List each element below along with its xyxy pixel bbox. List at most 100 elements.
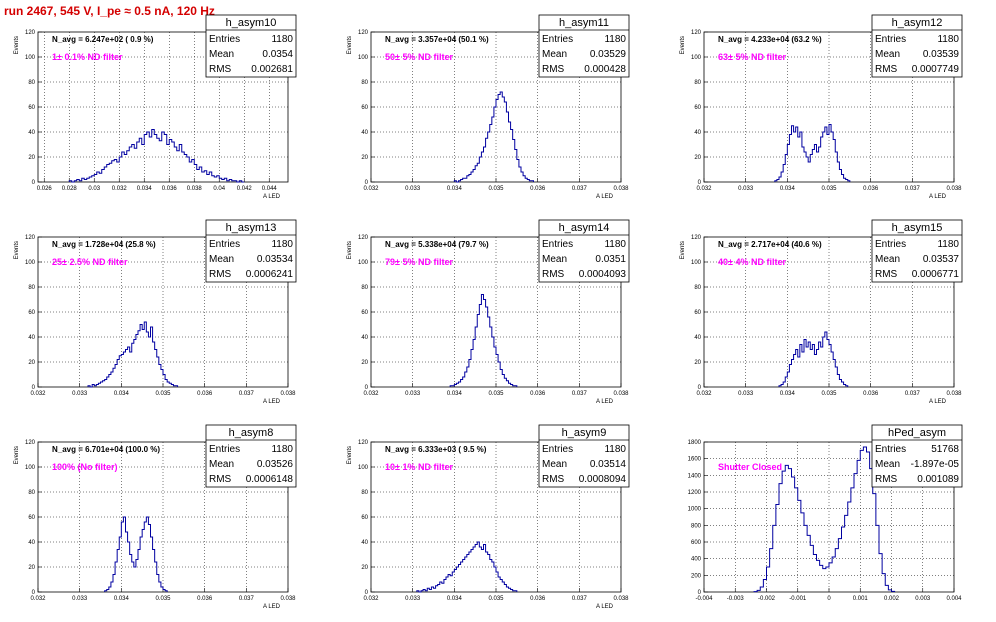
stats-row-value: 1180 [604, 34, 626, 45]
stats-row-label: Entries [875, 444, 906, 455]
histogram-series [104, 516, 168, 592]
x-tick-label: 0.026 [37, 186, 53, 192]
x-tick-label: 0.042 [237, 186, 253, 192]
y-tick-label: 60 [361, 515, 368, 521]
filter-label: Shutter Closed [718, 462, 782, 472]
stats-histogram-name: h_asym14 [559, 222, 610, 234]
y-tick-label: 40 [361, 130, 368, 136]
y-tick-label: 80 [28, 80, 35, 86]
histogram-series [68, 129, 245, 183]
y-tick-label: 0 [365, 590, 369, 596]
stats-row-value: 1180 [937, 239, 959, 250]
x-tick-label: 0.032 [363, 186, 379, 192]
y-tick-label: 0 [365, 180, 369, 186]
y-tick-label: 60 [28, 105, 35, 111]
y-tick-label: 60 [694, 310, 701, 316]
stats-row-value: 0.0008094 [579, 474, 627, 485]
histogram-panel-hPed_asym: -0.004 -0.003 -0.002 -0.001 0 0.001 0.002 0.003… [688, 424, 963, 602]
stats-row-label: Entries [542, 444, 573, 455]
stats-row-value: 0.0004093 [579, 269, 627, 280]
y-tick-label: 60 [28, 310, 35, 316]
y-tick-label: 0 [32, 385, 36, 391]
y-tick-label: 0 [698, 180, 702, 186]
x-tick-label: 0.034 [780, 391, 796, 397]
histogram-panel-h_asym9: 0.032 0.033 0.034 0.035 0.036 0.037 0.038 0 20 40… [347, 424, 630, 610]
y-tick-label: 120 [358, 235, 369, 241]
stats-histogram-name: h_asym9 [562, 427, 607, 439]
y-tick-label: 40 [361, 540, 368, 546]
stats-row-label: Mean [542, 254, 567, 265]
x-tick-label: 0.033 [405, 391, 421, 397]
x-tick-label: 0.032 [363, 391, 379, 397]
x-tick-label: 0.037 [239, 596, 255, 602]
stats-row-label: Entries [875, 239, 906, 250]
x-tick-label: 0 [827, 596, 831, 602]
y-tick-label: 80 [28, 490, 35, 496]
stats-row-value: 0.0007749 [912, 64, 960, 75]
stats-row-label: Mean [209, 459, 234, 470]
stats-row-value: 0.0006241 [246, 269, 294, 280]
y-tick-label: 80 [694, 80, 701, 86]
filter-label: 79± 5% ND filter [385, 257, 453, 267]
x-tick-label: 0.036 [530, 186, 546, 192]
x-tick-label: 0.034 [780, 186, 796, 192]
y-axis-title: Events [347, 36, 353, 54]
x-tick-label: 0.036 [863, 186, 879, 192]
y-tick-label: 80 [28, 285, 35, 291]
x-axis-title: A LED [263, 194, 281, 200]
stats-row-label: Entries [542, 239, 573, 250]
y-tick-label: 100 [25, 260, 36, 266]
y-axis-title: Events [347, 241, 353, 259]
y-tick-label: 60 [694, 105, 701, 111]
stats-row-label: Mean [209, 49, 234, 60]
x-tick-label: 0.037 [572, 186, 588, 192]
stats-row-value: 0.0006148 [246, 474, 294, 485]
histogram-series [416, 541, 518, 593]
y-tick-label: 20 [28, 360, 35, 366]
y-tick-label: 20 [694, 360, 701, 366]
stats-box [871, 219, 963, 283]
y-tick-label: 80 [694, 285, 701, 291]
y-tick-label: 20 [361, 360, 368, 366]
stats-row-value: 0.03537 [923, 254, 960, 265]
y-tick-label: 40 [28, 130, 35, 136]
stats-row-value: 0.0354 [262, 49, 293, 60]
y-tick-label: 120 [358, 440, 369, 446]
histogram-panel-h_asym8: 0.032 0.033 0.034 0.035 0.036 0.037 0.038 0 20 40… [14, 424, 297, 610]
x-tick-label: 0.032 [30, 391, 46, 397]
x-tick-label: 0.036 [197, 596, 213, 602]
x-tick-label: 0.033 [738, 391, 754, 397]
y-tick-label: 100 [25, 465, 36, 471]
stats-box [205, 219, 297, 283]
filter-label: 10± 1% ND filter [385, 462, 453, 472]
x-tick-label: 0.035 [488, 596, 504, 602]
x-tick-label: 0.037 [239, 391, 255, 397]
x-axis-title: A LED [263, 604, 281, 610]
navg-label: N_avg = 5.338e+04 (79.7 %) [385, 240, 489, 249]
run-title: run 2467, 545 V, I_pe ≈ 0.5 nA, 120 Hz [4, 4, 215, 18]
stats-row-label: Mean [542, 49, 567, 60]
stats-row-label: RMS [542, 474, 565, 485]
histogram-panel-h_asym13: 0.032 0.033 0.034 0.035 0.036 0.037 0.038 0 20 40… [14, 219, 297, 405]
stats-row-value: 0.0351 [595, 254, 626, 265]
stats-row-value: -1.897e-05 [911, 459, 960, 470]
x-tick-label: 0.002 [884, 596, 900, 602]
y-tick-label: 20 [694, 155, 701, 161]
x-tick-label: 0.044 [262, 186, 278, 192]
x-tick-label: 0.032 [696, 391, 712, 397]
y-tick-label: 120 [691, 235, 702, 241]
x-tick-label: -0.004 [695, 596, 713, 602]
stats-row-label: Mean [875, 49, 900, 60]
x-tick-label: 0.032 [363, 596, 379, 602]
stats-row-label: RMS [875, 474, 898, 485]
stats-row-label: RMS [209, 474, 232, 485]
x-tick-label: 0.036 [530, 596, 546, 602]
y-tick-label: 60 [361, 310, 368, 316]
x-tick-label: 0.035 [488, 186, 504, 192]
x-tick-label: 0.034 [447, 596, 463, 602]
x-tick-label: 0.035 [155, 391, 171, 397]
stats-row-value: 0.002681 [251, 64, 293, 75]
y-axis-title: Events [347, 446, 353, 464]
x-tick-label: 0.03 [88, 186, 100, 192]
histogram-panels: 0.026 0.028 0.03 0.032 0.034 0.036 0.038 0.04 0.… [14, 14, 963, 610]
